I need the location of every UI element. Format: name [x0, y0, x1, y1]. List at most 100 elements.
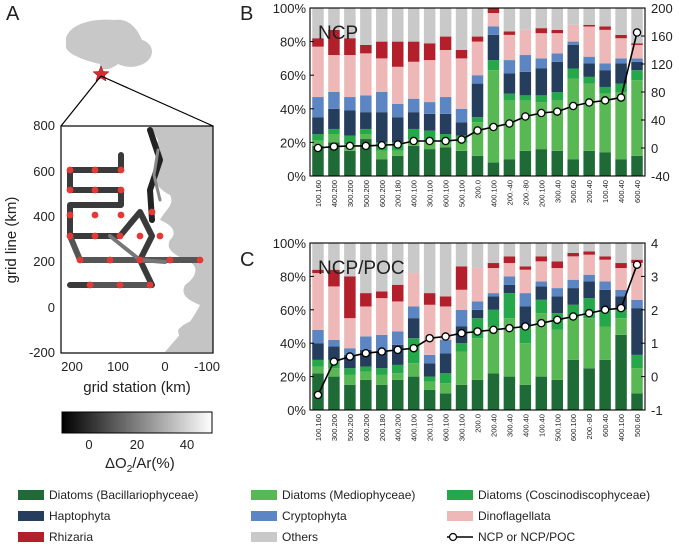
bar-segment	[551, 379, 564, 410]
line-point	[553, 315, 562, 325]
bar-segment	[328, 92, 340, 109]
bar-segment	[439, 243, 452, 297]
line-point	[345, 352, 355, 361]
line-point	[568, 312, 578, 321]
bar-segment	[631, 43, 643, 45]
bar-segment	[599, 152, 611, 176]
bar-segment	[312, 134, 324, 141]
category-label: 100.160	[314, 180, 323, 207]
line-point	[632, 260, 642, 269]
station-marker	[117, 186, 125, 194]
category-label: 300.200	[346, 180, 355, 207]
bar-segment	[487, 296, 500, 310]
left-tick-label: 60%	[280, 303, 306, 318]
bar-segment	[439, 383, 452, 394]
bar-segment	[312, 273, 324, 330]
bar-segment	[503, 93, 516, 101]
bar-segment	[503, 256, 516, 264]
category-label: 400.40	[521, 414, 530, 437]
legend-swatch-diatoms-coscinodiscophyceae	[447, 490, 473, 500]
legend-label: Dinoflagellata	[478, 509, 551, 523]
line-point	[616, 93, 626, 102]
line-point	[473, 126, 482, 135]
line-point	[505, 119, 514, 128]
bar-segment	[407, 273, 420, 307]
legend-label: Diatoms (Bacillariophyceae)	[49, 488, 198, 502]
bar-segment	[583, 281, 595, 299]
bar-segment	[551, 33, 564, 54]
category-label: 500.100	[458, 180, 467, 207]
line-point	[457, 328, 466, 338]
bar-segment	[439, 147, 452, 176]
map-area	[60, 125, 214, 354]
line-point	[632, 28, 642, 37]
category-label: 600.40	[633, 180, 642, 203]
bar-segment	[328, 269, 340, 287]
bar-segment	[631, 368, 643, 394]
line-point	[361, 348, 371, 358]
bar-segment	[567, 359, 579, 410]
station-markers	[66, 166, 204, 289]
station-marker	[66, 186, 74, 194]
bar-segment	[423, 363, 436, 377]
bar-segment	[599, 289, 611, 310]
bar-segment	[519, 150, 532, 176]
bar-segment	[503, 293, 516, 319]
legend-swatch-rhizaria	[18, 532, 44, 542]
left-tick-label: 40%	[280, 336, 306, 351]
bar-segment	[631, 243, 643, 260]
category-label: 300.100	[426, 180, 435, 207]
category-label: 400.40	[617, 180, 626, 203]
bar-segment	[328, 128, 340, 134]
bar-segment	[631, 8, 643, 44]
bar-segment	[455, 351, 468, 385]
bar-segment	[535, 376, 548, 410]
colorbar-label: ΔO2/Ar(%)	[105, 455, 175, 475]
bar-segment	[631, 354, 643, 369]
bar-segment	[407, 112, 420, 129]
bar-segment	[423, 354, 436, 364]
bar-segment	[535, 68, 548, 96]
bar-segment	[567, 78, 579, 160]
left-tick-label: 60%	[280, 68, 306, 83]
line-point	[425, 136, 434, 146]
bar-segment	[344, 384, 356, 410]
line-point	[521, 112, 530, 121]
bar-segment	[599, 70, 611, 87]
bar-segment	[615, 334, 627, 410]
bar-segment	[423, 8, 436, 44]
bar-segment	[392, 379, 404, 410]
bar-segment	[344, 348, 356, 355]
bar-segment	[423, 293, 436, 305]
bar-segment	[423, 376, 436, 382]
bar-segment	[360, 366, 372, 372]
land-coast-fragment	[178, 320, 213, 352]
bar-segment	[615, 318, 627, 335]
category-label: 400.100	[617, 414, 626, 441]
location-star-icon	[92, 65, 110, 82]
bar-segment	[439, 50, 452, 98]
bar-segment	[328, 286, 340, 340]
bar-segment	[487, 268, 500, 294]
station-marker	[146, 281, 154, 289]
bar-segment	[423, 102, 436, 114]
line-point	[489, 325, 498, 335]
bar-segment	[471, 379, 484, 410]
bar-segment	[599, 243, 611, 257]
station-marker	[91, 186, 99, 194]
bar-segment	[519, 306, 532, 327]
bar-segment	[615, 58, 627, 64]
bar-segment	[312, 46, 324, 98]
category-label: 500.60	[569, 180, 578, 203]
bar-segment	[519, 71, 532, 96]
bar-segment	[407, 41, 420, 62]
bar-segment	[360, 349, 372, 367]
bar-segment	[567, 24, 579, 42]
category-label: 200.40	[585, 180, 594, 203]
bar-segment	[631, 44, 643, 59]
right-tick-label: 40	[651, 113, 665, 128]
bar-segment	[519, 8, 532, 30]
island-inset-shape	[66, 19, 153, 70]
station-marker	[106, 256, 114, 264]
line-point	[409, 136, 418, 146]
